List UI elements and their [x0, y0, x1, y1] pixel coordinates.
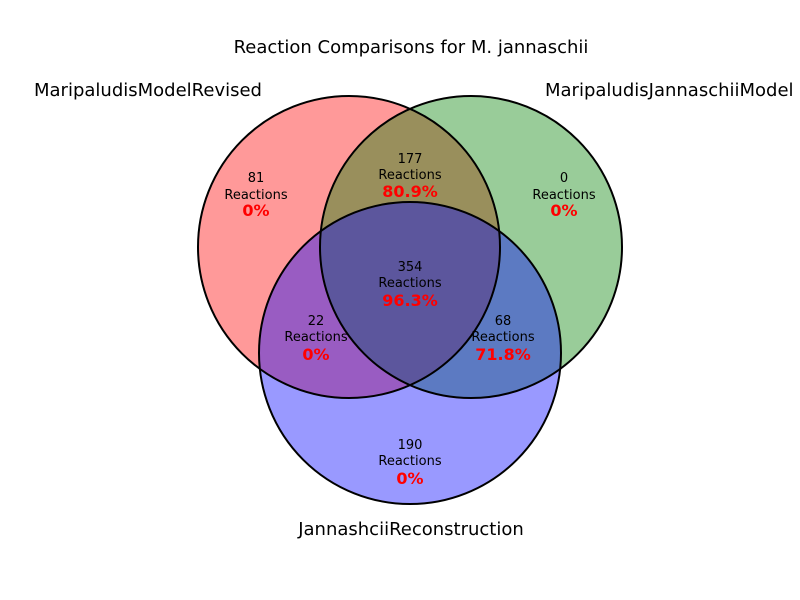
- region-count: 354: [398, 260, 423, 275]
- set-c-outline: [258, 201, 562, 505]
- region-a-only: 81 Reactions 0%: [224, 171, 287, 220]
- region-ab: 177 Reactions 80.9%: [378, 152, 441, 201]
- region-unit: Reactions: [378, 168, 441, 183]
- region-percent: 0%: [550, 201, 577, 220]
- set-b-outline: [319, 95, 623, 399]
- region-count: 68: [495, 314, 512, 329]
- diagram-title: Reaction Comparisons for M. jannaschii: [234, 37, 589, 58]
- region-unit: Reactions: [284, 330, 347, 345]
- region-count: 81: [248, 171, 265, 186]
- set-a-outline: [197, 95, 501, 399]
- circle-fills: [198, 96, 622, 504]
- region-percent: 96.3%: [382, 291, 438, 310]
- set-c-fill: [259, 202, 561, 504]
- circle-outlines: [197, 95, 623, 505]
- region-ac: 22 Reactions 0%: [284, 314, 347, 364]
- set-label-a: MaripaludisModelRevised: [34, 80, 262, 101]
- region-unit: Reactions: [471, 330, 534, 345]
- region-percent: 0%: [396, 469, 423, 488]
- region-unit: Reactions: [378, 276, 441, 291]
- set-label-c: JannashciiReconstruction: [297, 519, 524, 540]
- region-count: 0: [560, 171, 568, 186]
- region-bc: 68 Reactions 71.8%: [471, 314, 534, 364]
- region-percent: 80.9%: [382, 182, 438, 201]
- region-c-only: 190 Reactions 0%: [378, 438, 441, 488]
- region-percent: 71.8%: [475, 345, 531, 364]
- region-unit: Reactions: [378, 454, 441, 469]
- region-abc: 354 Reactions 96.3%: [378, 260, 441, 310]
- region-unit: Reactions: [532, 188, 595, 203]
- region-percent: 0%: [302, 345, 329, 364]
- region-count: 190: [398, 438, 423, 453]
- set-label-b: MaripaludisJannaschiiModel: [545, 80, 794, 101]
- region-unit: Reactions: [224, 188, 287, 203]
- region-percent: 0%: [242, 201, 269, 220]
- region-count: 177: [398, 152, 423, 167]
- region-b-only: 0 Reactions 0%: [532, 171, 595, 220]
- region-count: 22: [308, 314, 325, 329]
- set-a-fill: [198, 96, 500, 398]
- set-b-fill: [320, 96, 622, 398]
